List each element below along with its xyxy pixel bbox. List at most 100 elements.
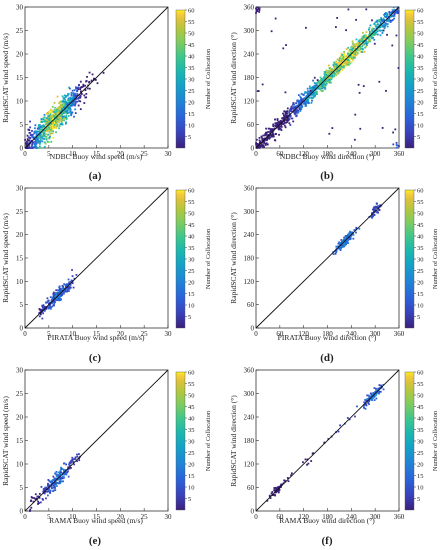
colorbar-label-f: Number of Collocation [432, 410, 439, 471]
data-point-a [49, 125, 51, 128]
data-point-b [309, 87, 311, 90]
data-point-c [59, 299, 62, 302]
data-point-a [62, 106, 64, 109]
x-tick-label-a: 0 [23, 150, 27, 158]
data-point-c [43, 309, 46, 312]
panel-a: 0 5 10 15 20 25 30 0 5 10 15 20 25 30 NDBC Buoy wind … [1, 4, 212, 183]
data-point-b [371, 30, 374, 32]
data-point-c [68, 282, 70, 285]
data-point-e [60, 480, 63, 483]
colorbar-tick-label-a: 55 [188, 19, 195, 26]
data-point-d [341, 240, 343, 243]
data-point-b [265, 133, 268, 136]
data-point-a [93, 77, 95, 80]
data-point-b [342, 56, 345, 58]
data-point-a [51, 121, 54, 124]
data-point-a [79, 80, 82, 83]
data-point-a [56, 125, 59, 128]
data-point-b [256, 146, 259, 149]
data-point-b [325, 72, 328, 74]
data-point-b [373, 31, 375, 34]
data-point-b [359, 42, 362, 45]
data-point-c [40, 309, 42, 311]
data-point-a [46, 126, 48, 128]
data-point-c [71, 269, 73, 271]
data-point-e [76, 453, 78, 456]
data-point-b [373, 23, 376, 25]
data-point-b [343, 61, 345, 64]
data-point-a [40, 118, 43, 120]
data-point-d [342, 239, 345, 241]
data-point-f [266, 499, 269, 502]
data-point-b [362, 40, 365, 43]
data-point-a [72, 96, 74, 99]
data-point-a [53, 109, 56, 112]
data-point-a [72, 100, 75, 102]
data-point-b [355, 42, 358, 45]
data-point-a [38, 136, 41, 138]
data-point-b [278, 133, 280, 136]
data-point-a [27, 128, 30, 131]
data-point-b [329, 69, 332, 72]
data-point-b [353, 138, 356, 141]
y-tick-label-d: 240 [244, 231, 255, 239]
data-point-b [277, 128, 280, 130]
data-point-a [41, 121, 44, 123]
data-point-e [59, 472, 62, 475]
colorbar-tick-label-c: 30 [188, 256, 195, 263]
data-point-a [40, 126, 43, 129]
data-point-a [71, 111, 74, 114]
data-point-f [367, 397, 370, 400]
data-point-b [258, 136, 261, 139]
data-point-f [290, 474, 292, 477]
x-tick-label-b: 120 [298, 150, 309, 158]
data-point-b [327, 76, 329, 79]
data-point-e [33, 497, 35, 499]
data-point-b [258, 142, 261, 144]
data-point-a [70, 114, 73, 117]
data-point-f [380, 384, 383, 387]
data-point-b [328, 71, 331, 74]
x-tick-label-a: 25 [141, 150, 149, 158]
data-point-b [355, 49, 357, 52]
colorbar-tick-label-f: 50 [417, 392, 424, 399]
data-point-b [389, 15, 392, 17]
data-point-a [34, 127, 36, 130]
colorbar-b: 5 10 15 20 25 30 35 40 45 50 55 60 Number of Colloc… [404, 7, 439, 149]
x-tick-label-e: 20 [117, 513, 125, 521]
data-point-a [50, 129, 53, 132]
data-point-b [293, 103, 296, 106]
x-tick-label-b: 240 [346, 150, 357, 158]
colorbar-tick-label-c: 25 [188, 268, 195, 275]
data-point-a [86, 75, 88, 78]
data-point-b [355, 54, 358, 57]
data-point-e [55, 478, 58, 481]
data-point-b [375, 20, 378, 23]
data-point-f [348, 418, 351, 421]
y-axis-label-a: RapidSCAT wind speed (m/s) [1, 33, 10, 123]
data-point-e [59, 471, 61, 474]
data-point-c [73, 277, 76, 280]
data-point-a [37, 133, 40, 136]
y-tick-label-c: 10 [16, 278, 24, 286]
data-point-b [311, 86, 314, 89]
data-point-b [267, 136, 270, 139]
colorbar-tick-label-c: 50 [188, 210, 195, 217]
y-tick-label-f: 0 [251, 508, 255, 516]
data-point-b [351, 47, 354, 50]
data-point-b [309, 91, 311, 94]
data-point-b [358, 41, 361, 44]
data-point-f [371, 396, 374, 399]
data-point-a [60, 101, 62, 104]
y-tick-label-f: 240 [244, 414, 255, 422]
data-point-a [85, 80, 88, 82]
data-point-b [255, 11, 257, 14]
data-point-e [38, 502, 40, 504]
data-point-e [53, 477, 56, 480]
data-point-f [364, 403, 366, 406]
data-point-e [43, 489, 46, 492]
data-point-d [337, 245, 340, 248]
data-point-f [372, 396, 375, 399]
data-point-b [388, 13, 391, 16]
data-point-b [365, 45, 367, 48]
